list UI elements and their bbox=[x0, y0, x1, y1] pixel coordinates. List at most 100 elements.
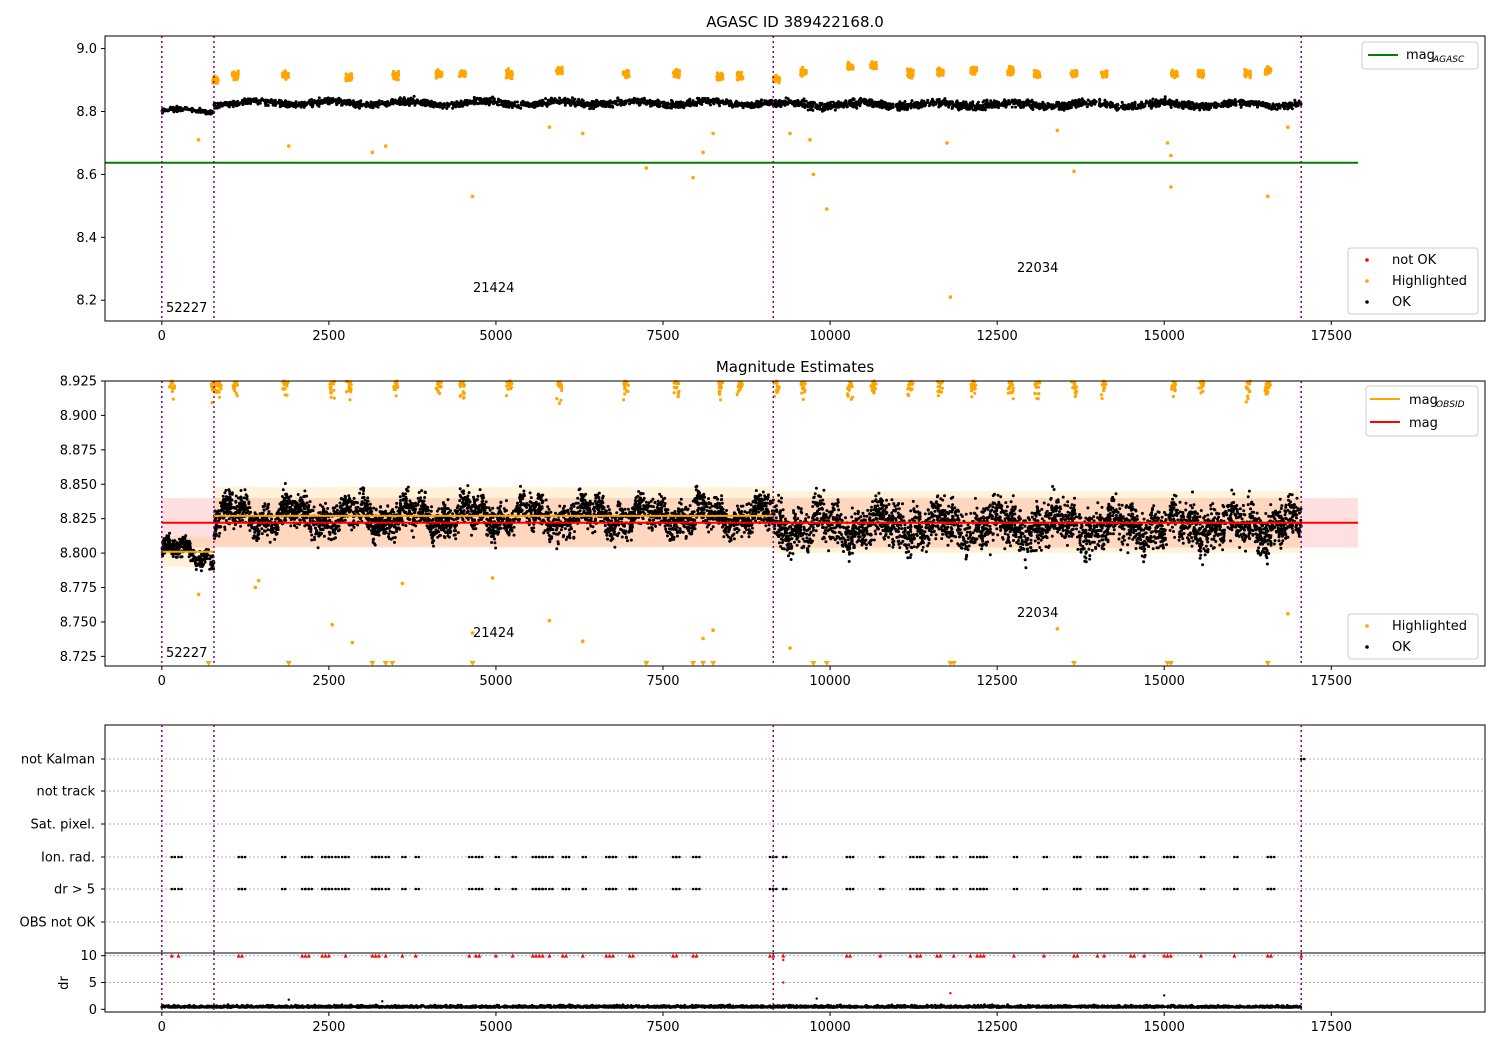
highlighted-point bbox=[1034, 385, 1038, 389]
highlighted-point bbox=[777, 385, 781, 389]
ok-point bbox=[989, 99, 993, 103]
ok-point bbox=[1116, 108, 1120, 112]
highlighted-point bbox=[210, 401, 214, 405]
ok-point bbox=[1021, 105, 1025, 109]
ok-point bbox=[510, 101, 514, 105]
highlighted-point bbox=[171, 387, 175, 391]
ok-point bbox=[642, 101, 646, 105]
ok-point bbox=[1209, 105, 1213, 109]
highlighted-point bbox=[283, 387, 287, 391]
highlighted-point bbox=[736, 70, 740, 74]
highlighted-point bbox=[504, 76, 508, 80]
ok-point bbox=[570, 96, 574, 100]
ok-point bbox=[1270, 105, 1274, 109]
highlighted-point bbox=[556, 70, 560, 74]
highlighted-point bbox=[1075, 73, 1079, 77]
ok-point bbox=[434, 104, 438, 108]
highlighted-point bbox=[800, 74, 804, 78]
ok-point bbox=[1255, 101, 1259, 105]
ok-point bbox=[673, 102, 677, 106]
highlighted-point bbox=[383, 144, 388, 148]
ok-point bbox=[311, 104, 315, 108]
ok-point bbox=[1105, 101, 1109, 105]
ok-point bbox=[1025, 103, 1029, 107]
highlighted-point bbox=[936, 71, 940, 76]
highlighted-point bbox=[348, 72, 352, 76]
ok-point bbox=[618, 100, 622, 104]
ok-point bbox=[1227, 99, 1231, 103]
highlighted-point bbox=[870, 66, 874, 70]
ok-point bbox=[1197, 104, 1201, 108]
ok-point bbox=[468, 101, 472, 105]
ok-point bbox=[1288, 105, 1292, 109]
highlighted-point bbox=[848, 65, 852, 69]
highlighted-point bbox=[938, 385, 942, 389]
ok-point bbox=[356, 102, 360, 106]
highlighted-point bbox=[776, 388, 780, 393]
ok-point bbox=[1181, 105, 1185, 108]
ok-point bbox=[1212, 104, 1216, 108]
ok-point bbox=[297, 103, 301, 107]
highlighted-point bbox=[719, 74, 723, 78]
highlighted-point bbox=[1073, 387, 1077, 391]
highlighted-point bbox=[1248, 69, 1252, 73]
highlighted-point bbox=[167, 385, 172, 389]
highlighted-point bbox=[941, 68, 945, 72]
ok-point bbox=[682, 105, 686, 109]
highlighted-point bbox=[510, 77, 514, 81]
ok-point bbox=[922, 104, 926, 108]
highlighted-point bbox=[808, 138, 812, 142]
ok-point bbox=[240, 101, 244, 105]
ok-point bbox=[833, 108, 837, 112]
ok-point bbox=[961, 102, 964, 105]
ok-point bbox=[551, 101, 555, 105]
highlighted-point bbox=[217, 395, 222, 399]
ok-point bbox=[259, 99, 263, 103]
highlighted-point bbox=[329, 395, 333, 399]
highlighted-point bbox=[1033, 392, 1037, 396]
ok-point bbox=[347, 101, 351, 105]
ok-point bbox=[201, 110, 204, 114]
ok-point bbox=[198, 106, 202, 110]
ok-point bbox=[963, 106, 967, 110]
ok-point bbox=[1014, 105, 1018, 109]
ok-point bbox=[515, 100, 519, 104]
highlighted-point bbox=[1102, 386, 1107, 390]
ok-point bbox=[264, 104, 268, 107]
ok-point bbox=[509, 103, 513, 107]
ok-point bbox=[806, 108, 810, 112]
highlighted-point bbox=[622, 398, 626, 402]
ok-point bbox=[531, 102, 535, 106]
ok-point bbox=[1029, 105, 1033, 109]
highlighted-point bbox=[672, 391, 676, 395]
ok-point bbox=[580, 101, 583, 105]
x-tick-label: 17500 bbox=[1311, 329, 1352, 344]
ok-point bbox=[244, 102, 248, 106]
ok-point bbox=[981, 100, 985, 104]
ok-point bbox=[658, 104, 662, 108]
highlighted-point bbox=[623, 392, 627, 396]
ok-point bbox=[947, 105, 951, 109]
ok-point bbox=[820, 101, 824, 105]
y-tick-label: 8.6 bbox=[76, 168, 97, 183]
ok-point bbox=[904, 102, 908, 106]
plot-agasc-magnitude: 0 2500 5000 7500 10000 12500 15000 175008.28.48… bbox=[76, 35, 1486, 344]
ok-point bbox=[928, 101, 932, 105]
highlighted-point bbox=[973, 391, 977, 395]
ok-point bbox=[266, 104, 270, 107]
ok-point bbox=[698, 101, 701, 105]
ok-point bbox=[788, 100, 792, 104]
highlighted-point bbox=[1010, 69, 1014, 73]
highlighted-point bbox=[460, 73, 464, 77]
highlighted-point bbox=[908, 73, 913, 77]
ok-point bbox=[430, 104, 434, 108]
ok-point bbox=[1012, 101, 1016, 104]
ok-point bbox=[377, 99, 381, 103]
ok-point bbox=[834, 103, 838, 107]
highlighted-point bbox=[1011, 397, 1015, 401]
ok-point bbox=[425, 103, 429, 107]
highlighted-point bbox=[735, 392, 739, 397]
ok-point bbox=[586, 103, 590, 107]
ok-point bbox=[537, 101, 541, 105]
highlighted-point bbox=[329, 385, 333, 389]
